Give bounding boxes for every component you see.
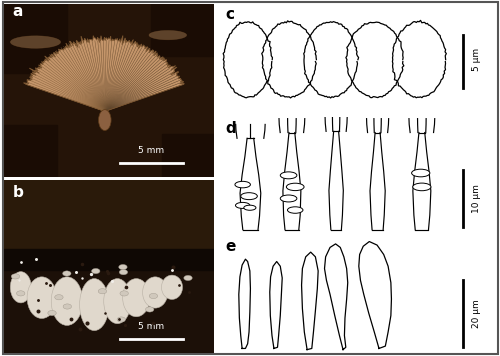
Text: a: a — [12, 4, 23, 19]
Circle shape — [412, 183, 431, 191]
Bar — [4, 180, 214, 258]
Ellipse shape — [52, 277, 83, 325]
Text: b: b — [12, 185, 24, 200]
Ellipse shape — [62, 271, 71, 276]
Text: 20 μm: 20 μm — [472, 299, 480, 328]
Text: 5 mm: 5 mm — [138, 321, 164, 331]
Polygon shape — [10, 36, 60, 48]
Bar — [4, 4, 67, 73]
Text: e: e — [226, 239, 236, 254]
Bar — [4, 249, 214, 270]
Ellipse shape — [63, 304, 72, 309]
Ellipse shape — [149, 293, 158, 299]
Text: 5 μm: 5 μm — [472, 48, 480, 71]
Circle shape — [286, 183, 304, 190]
Bar — [162, 134, 214, 177]
Ellipse shape — [120, 291, 128, 296]
Ellipse shape — [11, 274, 20, 279]
Text: c: c — [226, 7, 234, 22]
Circle shape — [288, 207, 303, 213]
Text: 5 mm: 5 mm — [138, 146, 164, 155]
Polygon shape — [149, 31, 186, 40]
Ellipse shape — [122, 279, 150, 317]
Circle shape — [235, 181, 250, 188]
Circle shape — [280, 172, 297, 179]
Ellipse shape — [27, 277, 56, 319]
Ellipse shape — [146, 307, 154, 312]
Ellipse shape — [120, 269, 128, 275]
Ellipse shape — [16, 291, 25, 296]
Ellipse shape — [104, 279, 131, 324]
Ellipse shape — [98, 289, 106, 294]
Text: d: d — [226, 121, 236, 136]
Ellipse shape — [98, 110, 111, 131]
Ellipse shape — [54, 295, 63, 300]
Bar — [151, 4, 214, 56]
Polygon shape — [24, 36, 184, 111]
Circle shape — [236, 203, 250, 208]
Text: 10 μm: 10 μm — [472, 184, 480, 213]
Ellipse shape — [118, 265, 127, 270]
Ellipse shape — [92, 268, 100, 274]
Ellipse shape — [80, 279, 109, 331]
Circle shape — [240, 193, 258, 200]
Circle shape — [244, 205, 256, 210]
Circle shape — [412, 169, 430, 177]
Ellipse shape — [162, 275, 182, 299]
Ellipse shape — [117, 317, 126, 322]
Ellipse shape — [10, 272, 31, 303]
Ellipse shape — [142, 277, 168, 308]
Circle shape — [280, 195, 297, 202]
Bar — [4, 125, 57, 177]
Ellipse shape — [184, 276, 192, 281]
Ellipse shape — [48, 310, 56, 316]
